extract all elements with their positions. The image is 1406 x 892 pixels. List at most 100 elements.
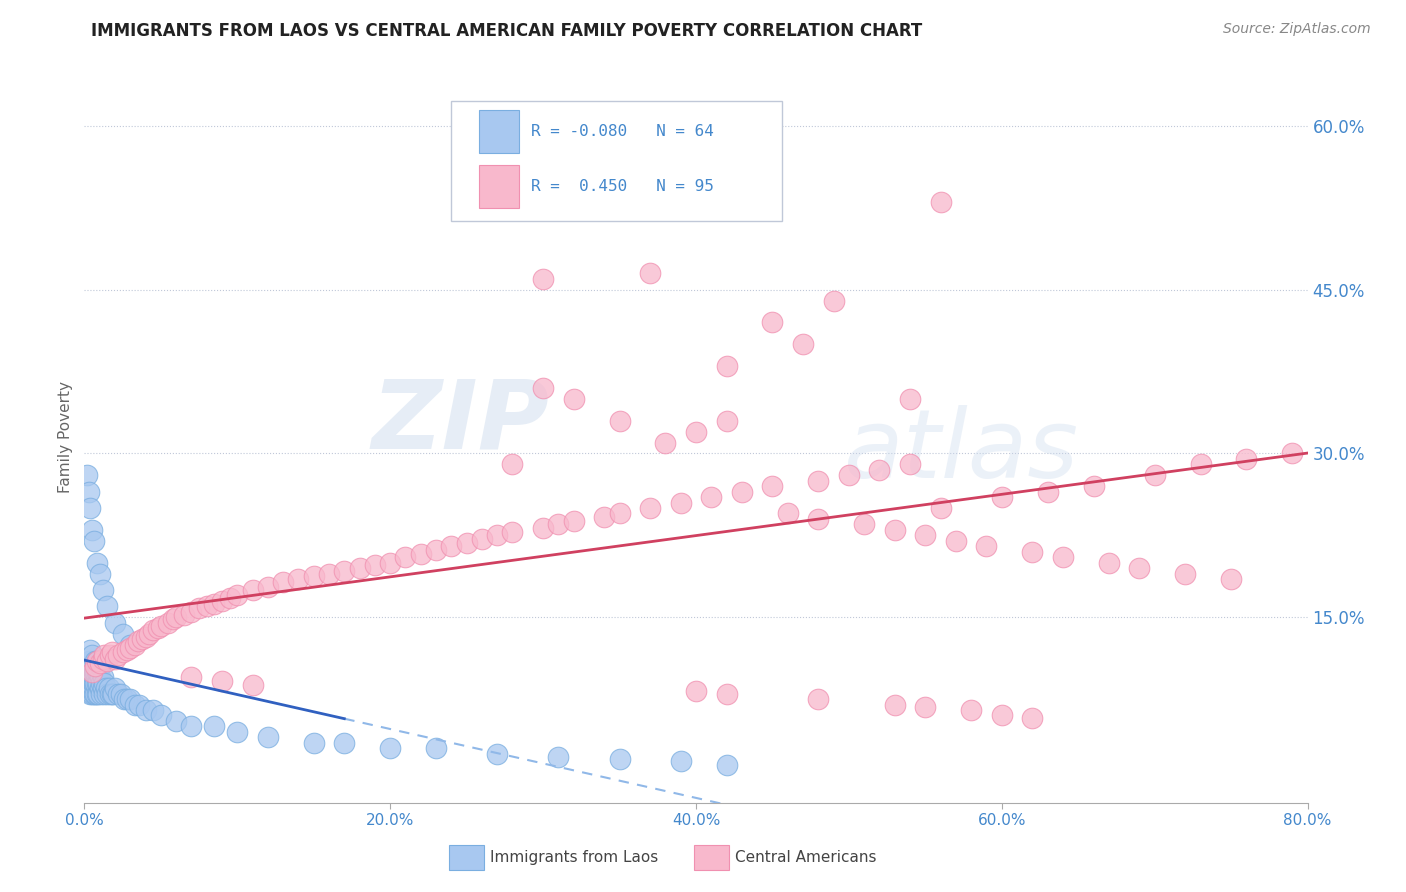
Point <box>242 678 264 692</box>
Point <box>83 665 105 679</box>
Point <box>883 523 905 537</box>
Point <box>120 638 142 652</box>
Text: ZIP: ZIP <box>371 376 550 469</box>
Point <box>131 632 153 646</box>
Point <box>93 648 115 663</box>
Point <box>425 741 447 756</box>
Point <box>180 719 202 733</box>
Point <box>531 381 554 395</box>
Point <box>807 692 830 706</box>
Point <box>188 601 211 615</box>
Point <box>138 626 160 640</box>
FancyBboxPatch shape <box>451 101 782 221</box>
Point <box>107 648 129 663</box>
Point <box>84 654 107 668</box>
Point <box>1174 566 1197 581</box>
Point <box>93 675 115 690</box>
Point <box>96 654 118 668</box>
Point <box>84 659 107 673</box>
Point <box>149 708 172 723</box>
Point <box>127 634 149 648</box>
Point <box>91 670 114 684</box>
Point <box>77 665 100 679</box>
Point <box>120 640 142 655</box>
Point <box>89 566 111 581</box>
Point <box>333 736 356 750</box>
Point <box>146 621 169 635</box>
Point <box>89 656 111 670</box>
Point <box>111 626 134 640</box>
Point <box>226 724 249 739</box>
Point <box>669 754 692 768</box>
Point <box>104 681 127 695</box>
Point <box>302 736 325 750</box>
Point <box>110 687 132 701</box>
Point <box>86 675 108 690</box>
Point <box>226 588 249 602</box>
Point <box>1220 572 1243 586</box>
Point <box>128 698 150 712</box>
Point <box>165 610 187 624</box>
Point <box>838 468 860 483</box>
Point <box>79 687 101 701</box>
Point <box>79 501 101 516</box>
Point <box>77 484 100 499</box>
Point <box>318 566 340 581</box>
Point <box>90 687 112 701</box>
Point <box>716 687 738 701</box>
Point <box>149 619 172 633</box>
Point <box>76 675 98 690</box>
Point <box>93 687 115 701</box>
Point <box>211 594 233 608</box>
Point <box>991 490 1014 504</box>
Point <box>86 665 108 679</box>
Point <box>86 556 108 570</box>
Point <box>96 599 118 614</box>
Point <box>79 675 101 690</box>
Point <box>86 654 108 668</box>
Point <box>945 533 967 548</box>
Point <box>195 599 218 614</box>
Point <box>609 752 631 766</box>
Point <box>135 703 157 717</box>
Point <box>135 630 157 644</box>
Point <box>869 463 891 477</box>
Point <box>157 615 180 630</box>
Text: atlas: atlas <box>842 405 1078 499</box>
Point <box>124 638 146 652</box>
Point <box>89 659 111 673</box>
Point <box>761 315 783 329</box>
Point <box>83 533 105 548</box>
Point <box>112 692 135 706</box>
Point <box>80 687 103 701</box>
Point <box>180 605 202 619</box>
Point <box>716 757 738 772</box>
Point <box>456 536 478 550</box>
Point <box>562 514 585 528</box>
Point <box>502 458 524 472</box>
Text: IMMIGRANTS FROM LAOS VS CENTRAL AMERICAN FAMILY POVERTY CORRELATION CHART: IMMIGRANTS FROM LAOS VS CENTRAL AMERICAN… <box>91 22 922 40</box>
Point <box>929 195 952 210</box>
Point <box>94 681 117 695</box>
Point <box>792 337 814 351</box>
FancyBboxPatch shape <box>479 110 519 153</box>
Point <box>1281 446 1303 460</box>
Point <box>257 731 280 745</box>
Point <box>142 624 165 638</box>
Point <box>807 512 830 526</box>
Point <box>104 615 127 630</box>
Point <box>180 670 202 684</box>
Point <box>98 687 121 701</box>
Text: R =  0.450   N = 95: R = 0.450 N = 95 <box>531 179 714 194</box>
Point <box>486 528 509 542</box>
Point <box>165 714 187 728</box>
Point <box>1036 484 1059 499</box>
Point <box>761 479 783 493</box>
Point <box>80 659 103 673</box>
Point <box>1189 458 1212 472</box>
Point <box>502 524 524 539</box>
Point <box>80 670 103 684</box>
Point <box>80 665 103 679</box>
Point <box>547 517 569 532</box>
Point <box>1236 451 1258 466</box>
